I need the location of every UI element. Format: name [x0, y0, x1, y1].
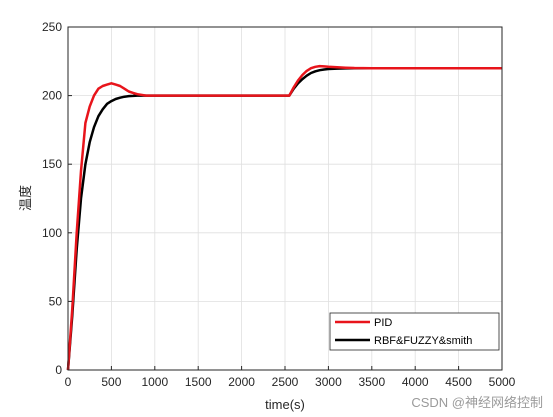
- y-tick-label: 150: [42, 157, 62, 171]
- x-tick-label: 1000: [141, 375, 168, 389]
- y-tick-label: 200: [42, 89, 62, 103]
- x-tick-label: 2500: [272, 375, 299, 389]
- x-tick-label: 2000: [228, 375, 255, 389]
- x-tick-label: 4000: [402, 375, 429, 389]
- x-tick-label: 500: [101, 375, 121, 389]
- y-axis-label: 温度: [18, 185, 33, 211]
- legend-label-rbf: RBF&FUZZY&smith: [374, 335, 472, 347]
- y-tick-label: 50: [49, 294, 63, 308]
- legend-label-pid: PID: [374, 317, 392, 329]
- x-tick-label: 5000: [489, 375, 516, 389]
- series-group: [66, 64, 502, 371]
- x-tick-label: 0: [65, 375, 72, 389]
- y-tick-label: 0: [55, 363, 62, 377]
- x-tick-label: 3500: [358, 375, 385, 389]
- series-line-pid: [66, 64, 502, 371]
- y-tick-label: 250: [42, 20, 62, 34]
- x-tick-label: 4500: [445, 375, 472, 389]
- x-tick-label: 1500: [185, 375, 212, 389]
- x-tick-label: 3000: [315, 375, 342, 389]
- y-tick-label: 100: [42, 226, 62, 240]
- tick-group: 0 500 1000 1500 2000 2500 3000 3500 4000 4500 5000…: [42, 20, 516, 389]
- watermark-text: CSDN @神经网络控制: [411, 395, 543, 410]
- legend: PID RBF&FUZZY&smith: [329, 312, 500, 351]
- x-axis-label: time(s): [265, 397, 305, 412]
- legend-box: [329, 312, 500, 351]
